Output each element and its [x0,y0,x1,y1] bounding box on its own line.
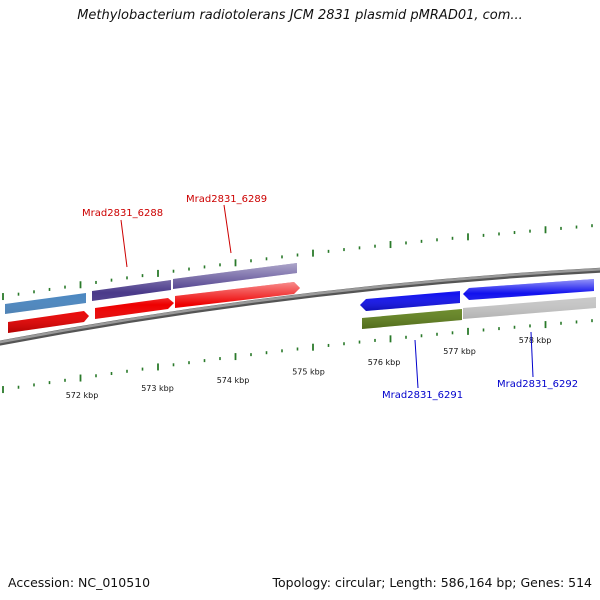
scale-labels: 572 kbp 573 kbp 574 kbp 575 kbp 576 kbp 577 k… [66,336,552,400]
scale-label: 576 kbp [368,358,401,367]
scale-label: 572 kbp [66,391,99,400]
leader-line-6291 [414,339,419,389]
cds-forward [8,282,300,333]
gene-label-6289[interactable]: Mrad2831_6289 [186,194,267,205]
scale-label: 578 kbp [519,336,552,345]
accession-text: Accession: NC_010510 [8,575,151,590]
scale-label: 573 kbp [141,384,174,393]
gene-label-6291[interactable]: Mrad2831_6291 [382,390,463,401]
cog-ring [5,263,596,329]
gene-label-6292[interactable]: Mrad2831_6292 [497,379,578,390]
inner-tick-ring [2,319,593,394]
scale-label: 574 kbp [217,376,250,385]
scale-label: 577 kbp [443,347,476,356]
leader-line-6289 [223,204,232,254]
leader-line-6292 [530,331,534,378]
outer-tick-ring [2,224,593,301]
cds-reverse [360,279,594,311]
gene-label-6288[interactable]: Mrad2831_6288 [82,208,163,219]
map-title: Methylobacterium radiotolerans JCM 2831 … [77,8,523,23]
scale-label: 575 kbp [292,368,325,377]
leader-line-6288 [120,219,128,268]
genome-stats-text: Topology: circular; Length: 586,164 bp; … [272,575,593,590]
backbone [0,268,600,344]
